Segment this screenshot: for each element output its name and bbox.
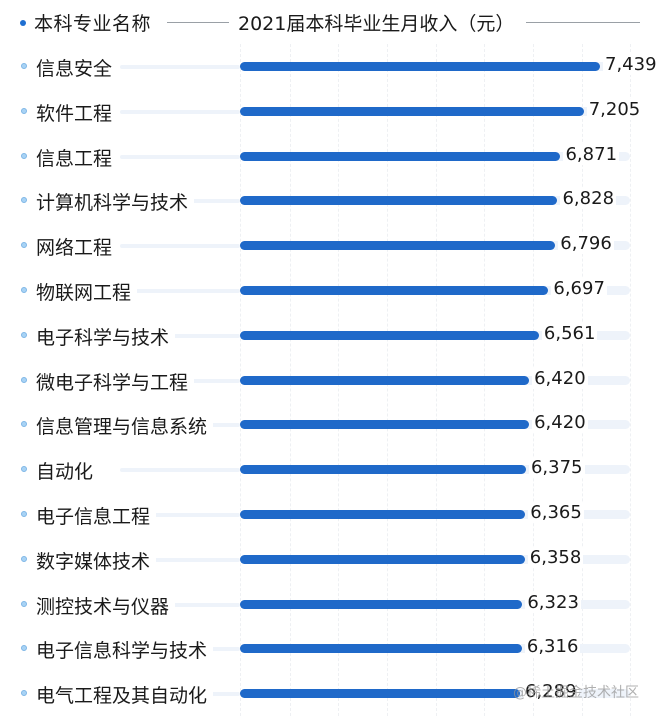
chart-header: 本科专业名称 2021届本科毕业生月收入（元） <box>0 0 656 44</box>
bullet-icon <box>21 376 27 383</box>
bar[interactable] <box>240 554 525 564</box>
bar[interactable] <box>240 106 584 116</box>
value-label: 6,323 <box>525 591 581 613</box>
category-label: 电子信息科学与技术 <box>36 636 214 664</box>
category-label: 软件工程 <box>36 98 119 126</box>
connector-line <box>120 468 240 473</box>
bullet-icon <box>21 287 27 293</box>
gridline <box>630 44 631 716</box>
category-label: 数字媒体技术 <box>36 546 157 574</box>
connector-line <box>120 65 240 69</box>
value-label: 6,358 <box>527 546 584 568</box>
bullet-icon <box>21 645 27 652</box>
bar[interactable] <box>240 644 522 654</box>
category-label: 物联网工程 <box>36 278 138 305</box>
value-label: 6,420 <box>532 367 588 389</box>
watermark: @稀土掘金技术社区 <box>513 685 639 701</box>
header-divider <box>167 22 229 23</box>
bullet-icon <box>21 242 27 249</box>
bar-row: 自动化 6,375 <box>0 448 656 492</box>
bar-row: 信息安全 7,439 <box>0 45 656 89</box>
category-label: 信息安全 <box>36 54 119 81</box>
value-axis-title: 2021届本科毕业生月收入（元） <box>238 13 515 35</box>
bar[interactable] <box>240 330 539 340</box>
bar-row: 物联网工程 6,697 <box>0 269 656 313</box>
value-label: 6,420 <box>532 412 588 434</box>
bar[interactable] <box>240 599 523 609</box>
category-label: 信息工程 <box>36 143 119 171</box>
connector-line <box>120 109 240 114</box>
category-label: 网络工程 <box>36 233 119 261</box>
header-divider <box>526 22 640 23</box>
connector-line <box>120 602 240 607</box>
value-label: 6,365 <box>528 502 584 523</box>
connector-line <box>120 557 240 562</box>
bullet-icon <box>21 152 27 159</box>
category-label: 微电子科学与工程 <box>36 367 195 395</box>
category-label: 电子科学与技术 <box>36 322 176 350</box>
connector-line <box>120 244 240 249</box>
connector-line <box>120 289 240 293</box>
bullet-icon <box>21 466 27 473</box>
value-label: 6,375 <box>528 457 585 479</box>
bar-row: 电子科学与技术 6,561 <box>0 314 656 358</box>
bar-row: 电气工程及其自动化 6,289 <box>0 672 656 716</box>
bar[interactable] <box>240 62 600 71</box>
bar-row: 软件工程 7,205 <box>0 90 656 134</box>
value-label: 6,316 <box>524 636 581 658</box>
bar-row: 电子信息工程 6,365 <box>0 493 656 537</box>
category-label: 信息管理与信息系统 <box>36 412 214 440</box>
bullet-icon <box>21 421 27 428</box>
bar-row: 微电子科学与工程 6,420 <box>0 359 656 403</box>
bar-row: 计算机科学与技术 6,828 <box>0 179 656 223</box>
category-label: 测控技术与仪器 <box>36 591 176 619</box>
bar[interactable] <box>240 689 520 699</box>
bullet-icon <box>21 197 27 204</box>
bullet-icon <box>21 107 27 114</box>
bullet-icon <box>21 63 27 69</box>
value-label: 7,205 <box>586 98 643 120</box>
category-label: 电子信息工程 <box>36 502 157 529</box>
bar-row: 信息工程 6,871 <box>0 135 656 179</box>
connector-line <box>120 513 240 517</box>
bullet-icon <box>21 511 27 517</box>
bar[interactable] <box>240 241 556 251</box>
bar[interactable] <box>240 465 526 475</box>
value-label: 7,439 <box>603 54 656 75</box>
value-label: 6,796 <box>558 233 614 255</box>
category-label: 电气工程及其自动化 <box>36 681 214 709</box>
bar[interactable] <box>240 420 530 430</box>
bar-row: 测控技术与仪器 6,323 <box>0 583 656 627</box>
connector-line <box>120 154 240 159</box>
bullet-icon <box>21 600 27 607</box>
category-axis-title: 本科专业名称 <box>34 13 152 35</box>
value-label: 6,561 <box>541 322 598 344</box>
header-dot-icon <box>20 20 26 26</box>
bullet-icon <box>21 555 27 562</box>
bar[interactable] <box>240 151 561 161</box>
bar[interactable] <box>240 510 526 519</box>
bullet-icon <box>21 331 27 338</box>
bar[interactable] <box>240 375 530 385</box>
category-label: 自动化 <box>36 457 100 485</box>
value-label: 6,289 <box>523 681 579 703</box>
bar-row: 信息管理与信息系统 6,420 <box>0 403 656 447</box>
bar-row: 电子信息科学与技术 6,316 <box>0 627 656 671</box>
category-label: 计算机科学与技术 <box>36 188 195 216</box>
bar-row: 网络工程 6,796 <box>0 224 656 268</box>
value-label: 6,871 <box>563 143 620 165</box>
value-label: 6,828 <box>560 188 617 210</box>
bar[interactable] <box>240 196 558 206</box>
value-label: 6,697 <box>551 278 607 299</box>
bar[interactable] <box>240 286 549 295</box>
bullet-icon <box>21 690 27 697</box>
bar-row: 数字媒体技术 6,358 <box>0 538 656 582</box>
connector-line <box>120 333 240 338</box>
